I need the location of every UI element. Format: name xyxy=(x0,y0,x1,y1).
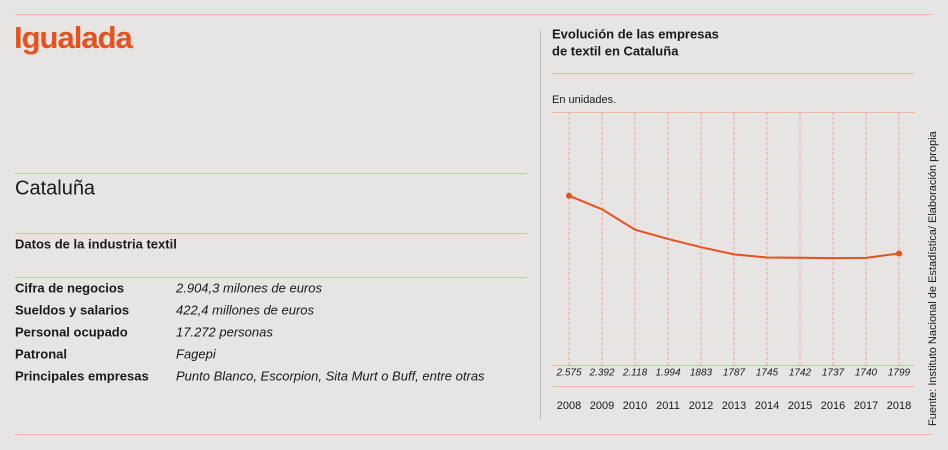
value-label: 1742 xyxy=(789,368,812,379)
row-value: Punto Blanco, Escorpion, Sita Murt o Buf… xyxy=(176,368,485,383)
row-value: 422,4 millones de euros xyxy=(176,302,315,317)
row-label: Cifra de negocios xyxy=(15,280,124,295)
x-tick-label: 2011 xyxy=(656,400,680,412)
value-label: 2.575 xyxy=(555,368,581,379)
row-label: Sueldos y salarios xyxy=(15,302,129,317)
row-label: Patronal xyxy=(15,346,67,361)
x-tick-label: 2017 xyxy=(854,400,878,412)
value-label: 2.118 xyxy=(622,368,648,379)
x-tick-label: 2015 xyxy=(788,400,812,412)
value-label: 1745 xyxy=(756,368,779,379)
value-label: 1799 xyxy=(888,368,911,379)
row-value: Fagepi xyxy=(176,346,217,361)
value-label: 1740 xyxy=(855,368,878,379)
value-label: 1787 xyxy=(723,368,746,379)
region: Cataluña xyxy=(15,177,96,199)
row-label: Personal ocupado xyxy=(15,324,128,339)
plot: 2.575 2008 2.392 2009 2.118 2010 1.994 2011 1883… xyxy=(555,112,911,412)
value-label: 1737 xyxy=(822,368,845,379)
source: Fuente: Instituto Nacional de Estadístic… xyxy=(927,130,939,426)
x-tick-label: 2014 xyxy=(755,400,779,412)
chart-subtitle: En unidades. xyxy=(552,94,616,106)
x-tick-label: 2010 xyxy=(623,400,647,412)
endpoint xyxy=(896,250,902,257)
endpoint xyxy=(566,192,572,199)
section-title: Datos de la industria textil xyxy=(15,236,177,251)
x-tick-label: 2012 xyxy=(689,400,713,412)
value-label: 1883 xyxy=(690,368,713,379)
chart-title: Evolución de las empresas xyxy=(552,26,719,41)
chart-title: de textil en Cataluña xyxy=(552,43,679,58)
row-value: 2.904,3 milones de euros xyxy=(175,280,322,295)
value-label: 2.392 xyxy=(588,368,614,379)
row-value: 17.272 personas xyxy=(176,324,273,339)
x-tick-label: 2018 xyxy=(887,400,911,412)
value-label: 1.994 xyxy=(655,368,680,379)
x-tick-label: 2008 xyxy=(557,400,581,412)
row-label: Principales empresas xyxy=(15,368,149,383)
x-tick-label: 2013 xyxy=(722,400,746,412)
data-table: Cifra de negocios 2.904,3 milones de euro… xyxy=(15,280,485,383)
x-tick-label: 2016 xyxy=(821,400,845,412)
page-title: Igualada xyxy=(14,20,134,55)
data-line xyxy=(568,194,900,260)
x-tick-label: 2009 xyxy=(590,400,614,412)
